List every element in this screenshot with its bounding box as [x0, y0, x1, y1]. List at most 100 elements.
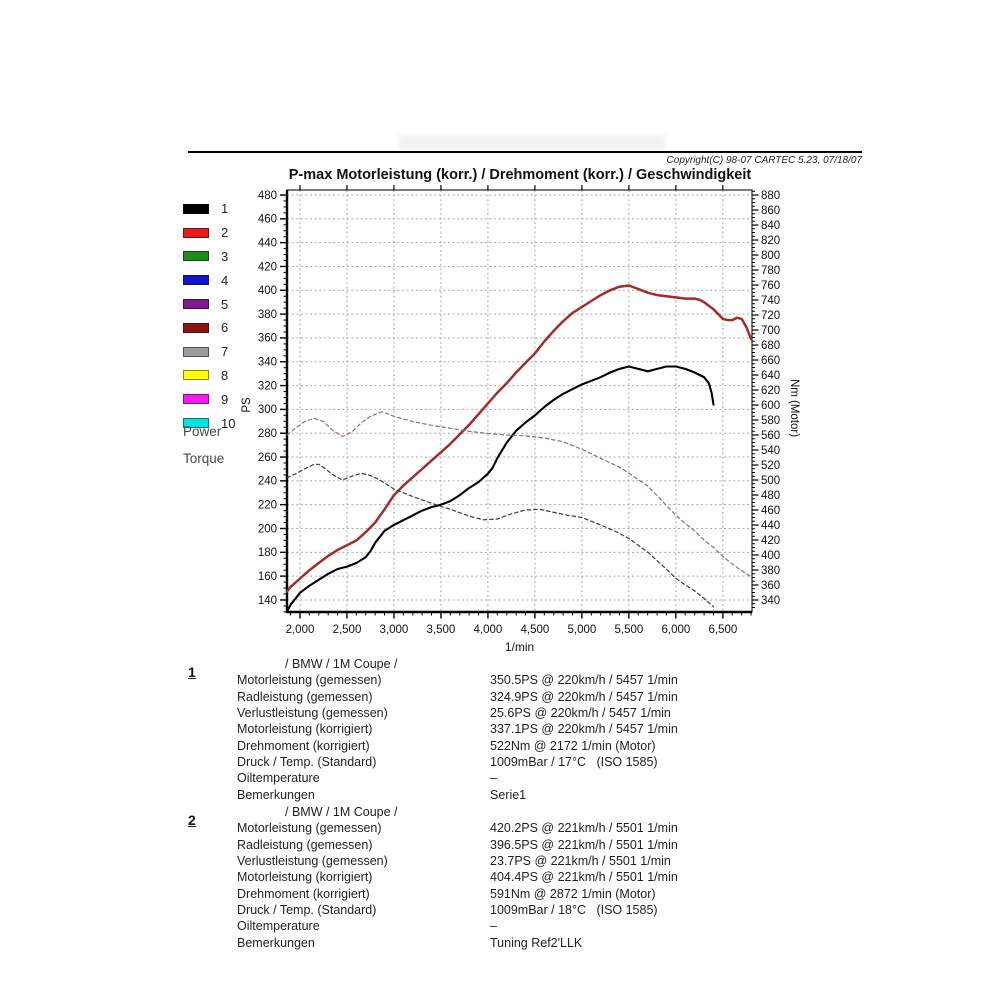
ps-tick-label: 180 — [258, 547, 277, 559]
result-row: Motorleistung (korrigiert) 337.1PS @ 220k… — [237, 721, 917, 737]
nm-tick-label: 680 — [761, 340, 780, 352]
nm-tick-label: 840 — [761, 220, 780, 232]
legend-item-label: 6 — [221, 320, 229, 336]
result-row: Druck / Temp. (Standard) 1009mBar / 18°C … — [237, 902, 917, 918]
ps-tick-label: 140 — [258, 595, 277, 607]
result-row: Radleistung (gemessen) 324.9PS @ 220km/h … — [237, 689, 917, 705]
ps-tick-label: 360 — [258, 333, 277, 345]
legend-item: 10 — [183, 411, 235, 435]
result-row-label: Verlustleistung (gemessen) — [237, 854, 388, 869]
result-row-value: 337.1PS @ 220km/h / 5457 1/min — [490, 722, 678, 737]
legend-item: 7 — [183, 340, 235, 364]
series-2-torque-tuning- — [286, 411, 751, 577]
legend-item: 9 — [183, 387, 235, 411]
header-divider — [188, 151, 862, 153]
result-row: Verlustleistung (gemessen) 25.6PS @ 220km… — [237, 705, 917, 721]
x-tick-label: 4,500 — [521, 624, 550, 636]
nm-tick-label: 640 — [761, 370, 780, 382]
nm-tick-label: 480 — [761, 490, 780, 502]
legend-item-label: 8 — [221, 367, 229, 383]
ps-tick-label: 160 — [258, 571, 277, 583]
vehicle-header: / BMW / 1M Coupe / — [285, 805, 398, 819]
ps-tick-label: 420 — [258, 261, 277, 273]
legend-swatch — [183, 418, 209, 429]
result-row-value: 25.6PS @ 220km/h / 5457 1/min — [490, 706, 671, 721]
result-row-label: Radleistung (gemessen) — [237, 837, 373, 852]
ps-tick-label: 200 — [258, 523, 277, 535]
x-tick-label: 2,000 — [286, 624, 315, 636]
ps-tick-label: 480 — [258, 190, 277, 202]
nm-tick-label: 760 — [761, 280, 780, 292]
legend-swatch — [183, 275, 209, 286]
result-row-value: Serie1 — [490, 787, 527, 802]
ps-tick-label: 220 — [258, 499, 277, 511]
result-block: / BMW / 1M Coupe / Motorleistung (gemesse… — [237, 656, 917, 803]
result-row-label: Motorleistung (korrigiert) — [237, 870, 373, 885]
result-row-label: Motorleistung (gemessen) — [237, 821, 382, 836]
chart-title: P-max Motorleistung (korr.) / Drehmoment… — [288, 167, 752, 183]
series-2-power-tuning- — [285, 284, 753, 593]
nm-tick-label: 340 — [761, 595, 780, 607]
nm-tick-label: 800 — [761, 250, 780, 262]
legend-item-label: 7 — [221, 344, 229, 360]
result-row-value: – — [490, 771, 497, 786]
result-row-value: 522Nm @ 2172 1/min (Motor) — [490, 738, 656, 753]
legend-swatch — [183, 322, 209, 333]
x-axis-label: 1/min — [505, 640, 534, 654]
result-row-value: 396.5PS @ 221km/h / 5501 1/min — [490, 837, 678, 852]
ps-tick-label: 320 — [258, 380, 277, 392]
result-row-value: – — [490, 919, 497, 934]
dyno-chart: 2,000 2,500 3,000 3,500 4,000 4,500 5,000 5,500… — [180, 180, 830, 660]
result-row-label: Drehmoment (korrigiert) — [237, 738, 370, 753]
ps-tick-label: 400 — [258, 285, 277, 297]
legend-item-label: 2 — [221, 225, 229, 241]
nm-tick-label: 540 — [761, 445, 780, 457]
series-1-power-serie- — [285, 365, 715, 613]
legend-item: 8 — [183, 364, 235, 388]
nm-tick-label: 420 — [761, 535, 780, 547]
nm-tick-label: 720 — [761, 310, 780, 322]
dyno-chart-svg: 2,000 2,500 3,000 3,500 4,000 4,500 5,000 5,500… — [241, 185, 800, 654]
result-row-label: Radleistung (gemessen) — [237, 689, 373, 704]
result-block-number: 2 — [188, 812, 196, 828]
x-tick-label: 4,000 — [474, 624, 503, 636]
nm-tick-label: 860 — [761, 205, 780, 217]
legend-item: 5 — [183, 292, 235, 316]
result-row-label: Druck / Temp. (Standard) — [237, 755, 377, 770]
nm-tick-label: 560 — [761, 430, 780, 442]
y-left-axis-label: PS — [241, 397, 253, 413]
result-row-value: 1009mBar / 17°C (ISO 1585) — [490, 755, 658, 770]
result-row-label: Motorleistung (korrigiert) — [237, 722, 373, 737]
legend-swatch — [183, 299, 209, 310]
result-row: Motorleistung (gemessen) 420.2PS @ 221km/… — [237, 820, 917, 836]
result-row-value: Tuning Ref2'LLK — [490, 935, 583, 950]
nm-tick-label: 660 — [761, 355, 780, 367]
result-row: Oiltemperature – — [237, 918, 917, 934]
legend-item: 1 — [183, 197, 235, 221]
legend-item-label: 3 — [221, 248, 229, 264]
result-row-label: Druck / Temp. (Standard) — [237, 903, 377, 918]
result-block-number: 1 — [188, 664, 196, 680]
result-row-label: Oiltemperature — [237, 919, 320, 934]
nm-tick-label: 580 — [761, 415, 780, 427]
result-row: Bemerkungen Serie1 — [237, 787, 917, 803]
result-row-label: Drehmoment (korrigiert) — [237, 886, 370, 901]
copyright-text: Copyright(C) 98-07 CARTEC 5.23, 07/18/07 — [666, 155, 862, 166]
y-right-axis-label: Nm (Motor) — [788, 379, 800, 437]
x-tick-label: 6,500 — [708, 624, 737, 636]
nm-tick-label: 440 — [761, 520, 780, 532]
legend-item: 2 — [183, 221, 235, 245]
series-1-torque-serie- — [286, 463, 715, 608]
nm-tick-label: 360 — [761, 580, 780, 592]
result-row-value: 404.4PS @ 221km/h / 5501 1/min — [490, 870, 678, 885]
result-row: Radleistung (gemessen) 396.5PS @ 221km/h … — [237, 837, 917, 853]
legend-item: 4 — [183, 268, 235, 292]
result-row-label: Verlustleistung (gemessen) — [237, 706, 388, 721]
x-tick-label: 3,000 — [380, 624, 409, 636]
ps-tick-label: 460 — [258, 214, 277, 226]
result-row-value: 420.2PS @ 221km/h / 5501 1/min — [490, 821, 678, 836]
ps-tick-label: 240 — [258, 476, 277, 488]
result-row-value: 350.5PS @ 220km/h / 5457 1/min — [490, 673, 678, 688]
result-row-value: 591Nm @ 2872 1/min (Motor) — [490, 886, 656, 901]
